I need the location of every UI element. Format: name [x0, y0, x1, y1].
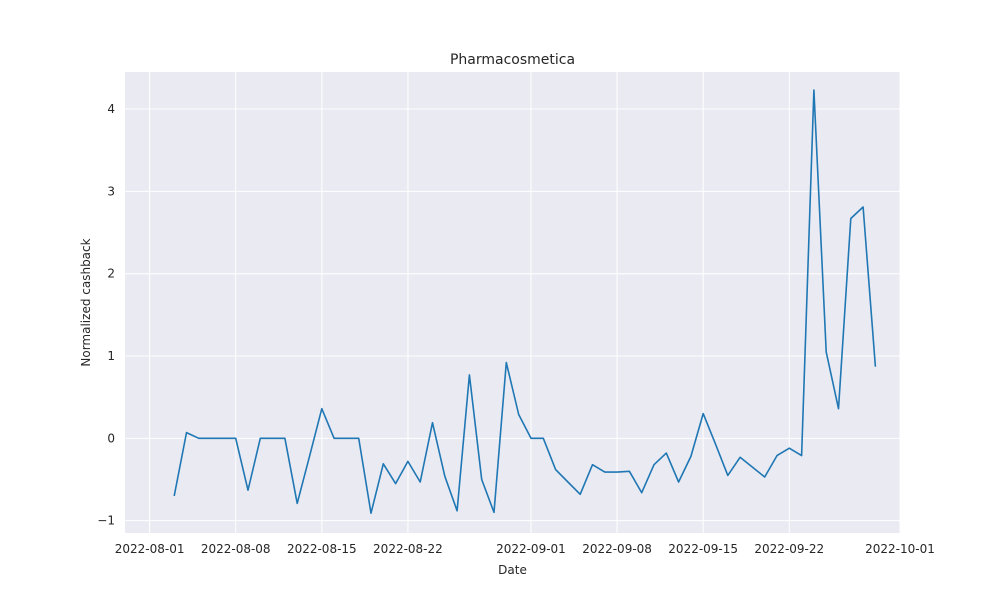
x-tick-label: 2022-08-01 — [115, 542, 185, 556]
chart-title: Pharmacosmetica — [450, 52, 575, 68]
y-tick-label: 3 — [107, 184, 115, 198]
y-tick-label: −1 — [97, 514, 115, 528]
plot-area — [125, 72, 900, 533]
y-tick-label: 0 — [107, 431, 115, 445]
series-layer — [173, 89, 877, 515]
x-tick-label: 2022-09-01 — [496, 542, 566, 556]
y-tick-label: 2 — [107, 267, 115, 281]
grid — [125, 72, 901, 533]
y-axis-ticks: −1 0 1 2 3 4 — [97, 102, 115, 528]
x-tick-label: 2022-09-15 — [668, 542, 738, 556]
x-tick-label: 2022-09-08 — [582, 542, 652, 556]
y-tick-label: 1 — [107, 349, 115, 363]
series-line — [173, 89, 877, 515]
x-axis-ticks: 2022-08-01 2022-08-08 2022-08-15 2022-08-22… — [115, 542, 935, 556]
x-tick-label: 2022-09-22 — [754, 542, 824, 556]
x-tick-label: 2022-08-08 — [201, 542, 271, 556]
y-axis-label: Normalized cashback — [79, 238, 93, 366]
x-axis-label: Date — [498, 563, 527, 577]
x-tick-label: 2022-08-22 — [373, 542, 443, 556]
x-tick-label: 2022-10-01 — [865, 542, 935, 556]
y-tick-label: 4 — [107, 102, 115, 116]
x-tick-label: 2022-08-15 — [287, 542, 357, 556]
